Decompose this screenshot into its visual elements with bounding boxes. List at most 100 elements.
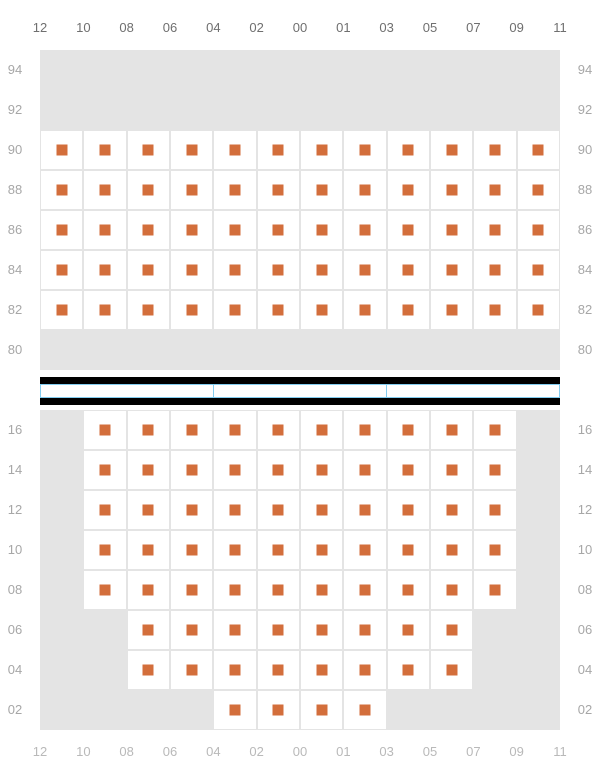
seat-cell[interactable] — [170, 130, 213, 170]
seat-cell[interactable] — [127, 290, 170, 330]
seat-cell[interactable] — [517, 170, 560, 210]
seat-cell[interactable] — [430, 170, 473, 210]
seat-cell[interactable] — [300, 650, 343, 690]
seat-cell[interactable] — [387, 130, 430, 170]
seat-cell[interactable] — [387, 250, 430, 290]
seat-cell[interactable] — [257, 130, 300, 170]
seat-cell[interactable] — [387, 210, 430, 250]
seat-cell[interactable] — [387, 530, 430, 570]
seat-cell[interactable] — [83, 170, 126, 210]
seat-cell[interactable] — [213, 450, 256, 490]
seat-cell[interactable] — [300, 250, 343, 290]
seat-cell[interactable] — [387, 610, 430, 650]
seat-cell[interactable] — [300, 490, 343, 530]
seat-cell[interactable] — [83, 410, 126, 450]
seat-cell[interactable] — [517, 210, 560, 250]
seat-cell[interactable] — [83, 490, 126, 530]
seat-cell[interactable] — [257, 530, 300, 570]
seat-cell[interactable] — [300, 290, 343, 330]
seat-cell[interactable] — [257, 210, 300, 250]
seat-cell[interactable] — [473, 250, 516, 290]
seat-cell[interactable] — [430, 290, 473, 330]
seat-cell[interactable] — [40, 290, 83, 330]
seat-cell[interactable] — [343, 650, 386, 690]
seat-cell[interactable] — [430, 210, 473, 250]
seat-cell[interactable] — [127, 130, 170, 170]
seat-cell[interactable] — [473, 130, 516, 170]
seat-cell[interactable] — [213, 690, 256, 730]
seat-cell[interactable] — [473, 410, 516, 450]
seat-cell[interactable] — [300, 130, 343, 170]
seat-cell[interactable] — [83, 450, 126, 490]
seat-cell[interactable] — [40, 250, 83, 290]
seat-cell[interactable] — [83, 250, 126, 290]
seat-cell[interactable] — [300, 690, 343, 730]
seat-cell[interactable] — [387, 570, 430, 610]
seat-cell[interactable] — [473, 170, 516, 210]
seat-cell[interactable] — [83, 130, 126, 170]
seat-cell[interactable] — [170, 450, 213, 490]
seat-cell[interactable] — [430, 250, 473, 290]
seat-cell[interactable] — [343, 290, 386, 330]
seat-cell[interactable] — [430, 450, 473, 490]
seat-cell[interactable] — [127, 530, 170, 570]
seat-cell[interactable] — [300, 170, 343, 210]
seat-cell[interactable] — [343, 450, 386, 490]
seat-cell[interactable] — [343, 250, 386, 290]
seat-cell[interactable] — [170, 250, 213, 290]
seat-cell[interactable] — [300, 530, 343, 570]
seat-cell[interactable] — [430, 410, 473, 450]
seat-cell[interactable] — [473, 290, 516, 330]
seat-cell[interactable] — [127, 490, 170, 530]
seat-cell[interactable] — [257, 570, 300, 610]
seat-cell[interactable] — [257, 650, 300, 690]
seat-cell[interactable] — [257, 170, 300, 210]
seat-cell[interactable] — [473, 490, 516, 530]
seat-cell[interactable] — [473, 210, 516, 250]
seat-cell[interactable] — [473, 570, 516, 610]
seat-cell[interactable] — [213, 570, 256, 610]
seat-cell[interactable] — [343, 570, 386, 610]
seat-cell[interactable] — [343, 610, 386, 650]
seat-cell[interactable] — [517, 130, 560, 170]
seat-cell[interactable] — [40, 170, 83, 210]
seat-cell[interactable] — [387, 410, 430, 450]
seat-cell[interactable] — [127, 170, 170, 210]
seat-cell[interactable] — [257, 290, 300, 330]
seat-cell[interactable] — [170, 570, 213, 610]
seat-cell[interactable] — [387, 170, 430, 210]
seat-cell[interactable] — [83, 210, 126, 250]
seat-cell[interactable] — [83, 290, 126, 330]
seat-cell[interactable] — [430, 650, 473, 690]
seat-cell[interactable] — [213, 530, 256, 570]
seat-cell[interactable] — [343, 170, 386, 210]
seat-cell[interactable] — [213, 650, 256, 690]
seat-cell[interactable] — [127, 410, 170, 450]
seat-cell[interactable] — [343, 210, 386, 250]
seat-cell[interactable] — [517, 290, 560, 330]
seat-cell[interactable] — [387, 450, 430, 490]
seat-cell[interactable] — [213, 170, 256, 210]
seat-cell[interactable] — [213, 250, 256, 290]
seat-cell[interactable] — [257, 410, 300, 450]
seat-cell[interactable] — [300, 450, 343, 490]
seat-cell[interactable] — [170, 650, 213, 690]
seat-cell[interactable] — [387, 290, 430, 330]
seat-cell[interactable] — [170, 410, 213, 450]
seat-cell[interactable] — [387, 490, 430, 530]
seat-cell[interactable] — [213, 130, 256, 170]
seat-cell[interactable] — [430, 530, 473, 570]
seat-cell[interactable] — [127, 610, 170, 650]
seat-cell[interactable] — [127, 250, 170, 290]
seat-cell[interactable] — [83, 530, 126, 570]
seat-cell[interactable] — [170, 530, 213, 570]
seat-cell[interactable] — [257, 450, 300, 490]
seat-cell[interactable] — [257, 250, 300, 290]
seat-cell[interactable] — [170, 610, 213, 650]
seat-cell[interactable] — [343, 410, 386, 450]
seat-cell[interactable] — [257, 490, 300, 530]
seat-cell[interactable] — [170, 170, 213, 210]
seat-cell[interactable] — [40, 210, 83, 250]
seat-cell[interactable] — [213, 410, 256, 450]
seat-cell[interactable] — [257, 690, 300, 730]
